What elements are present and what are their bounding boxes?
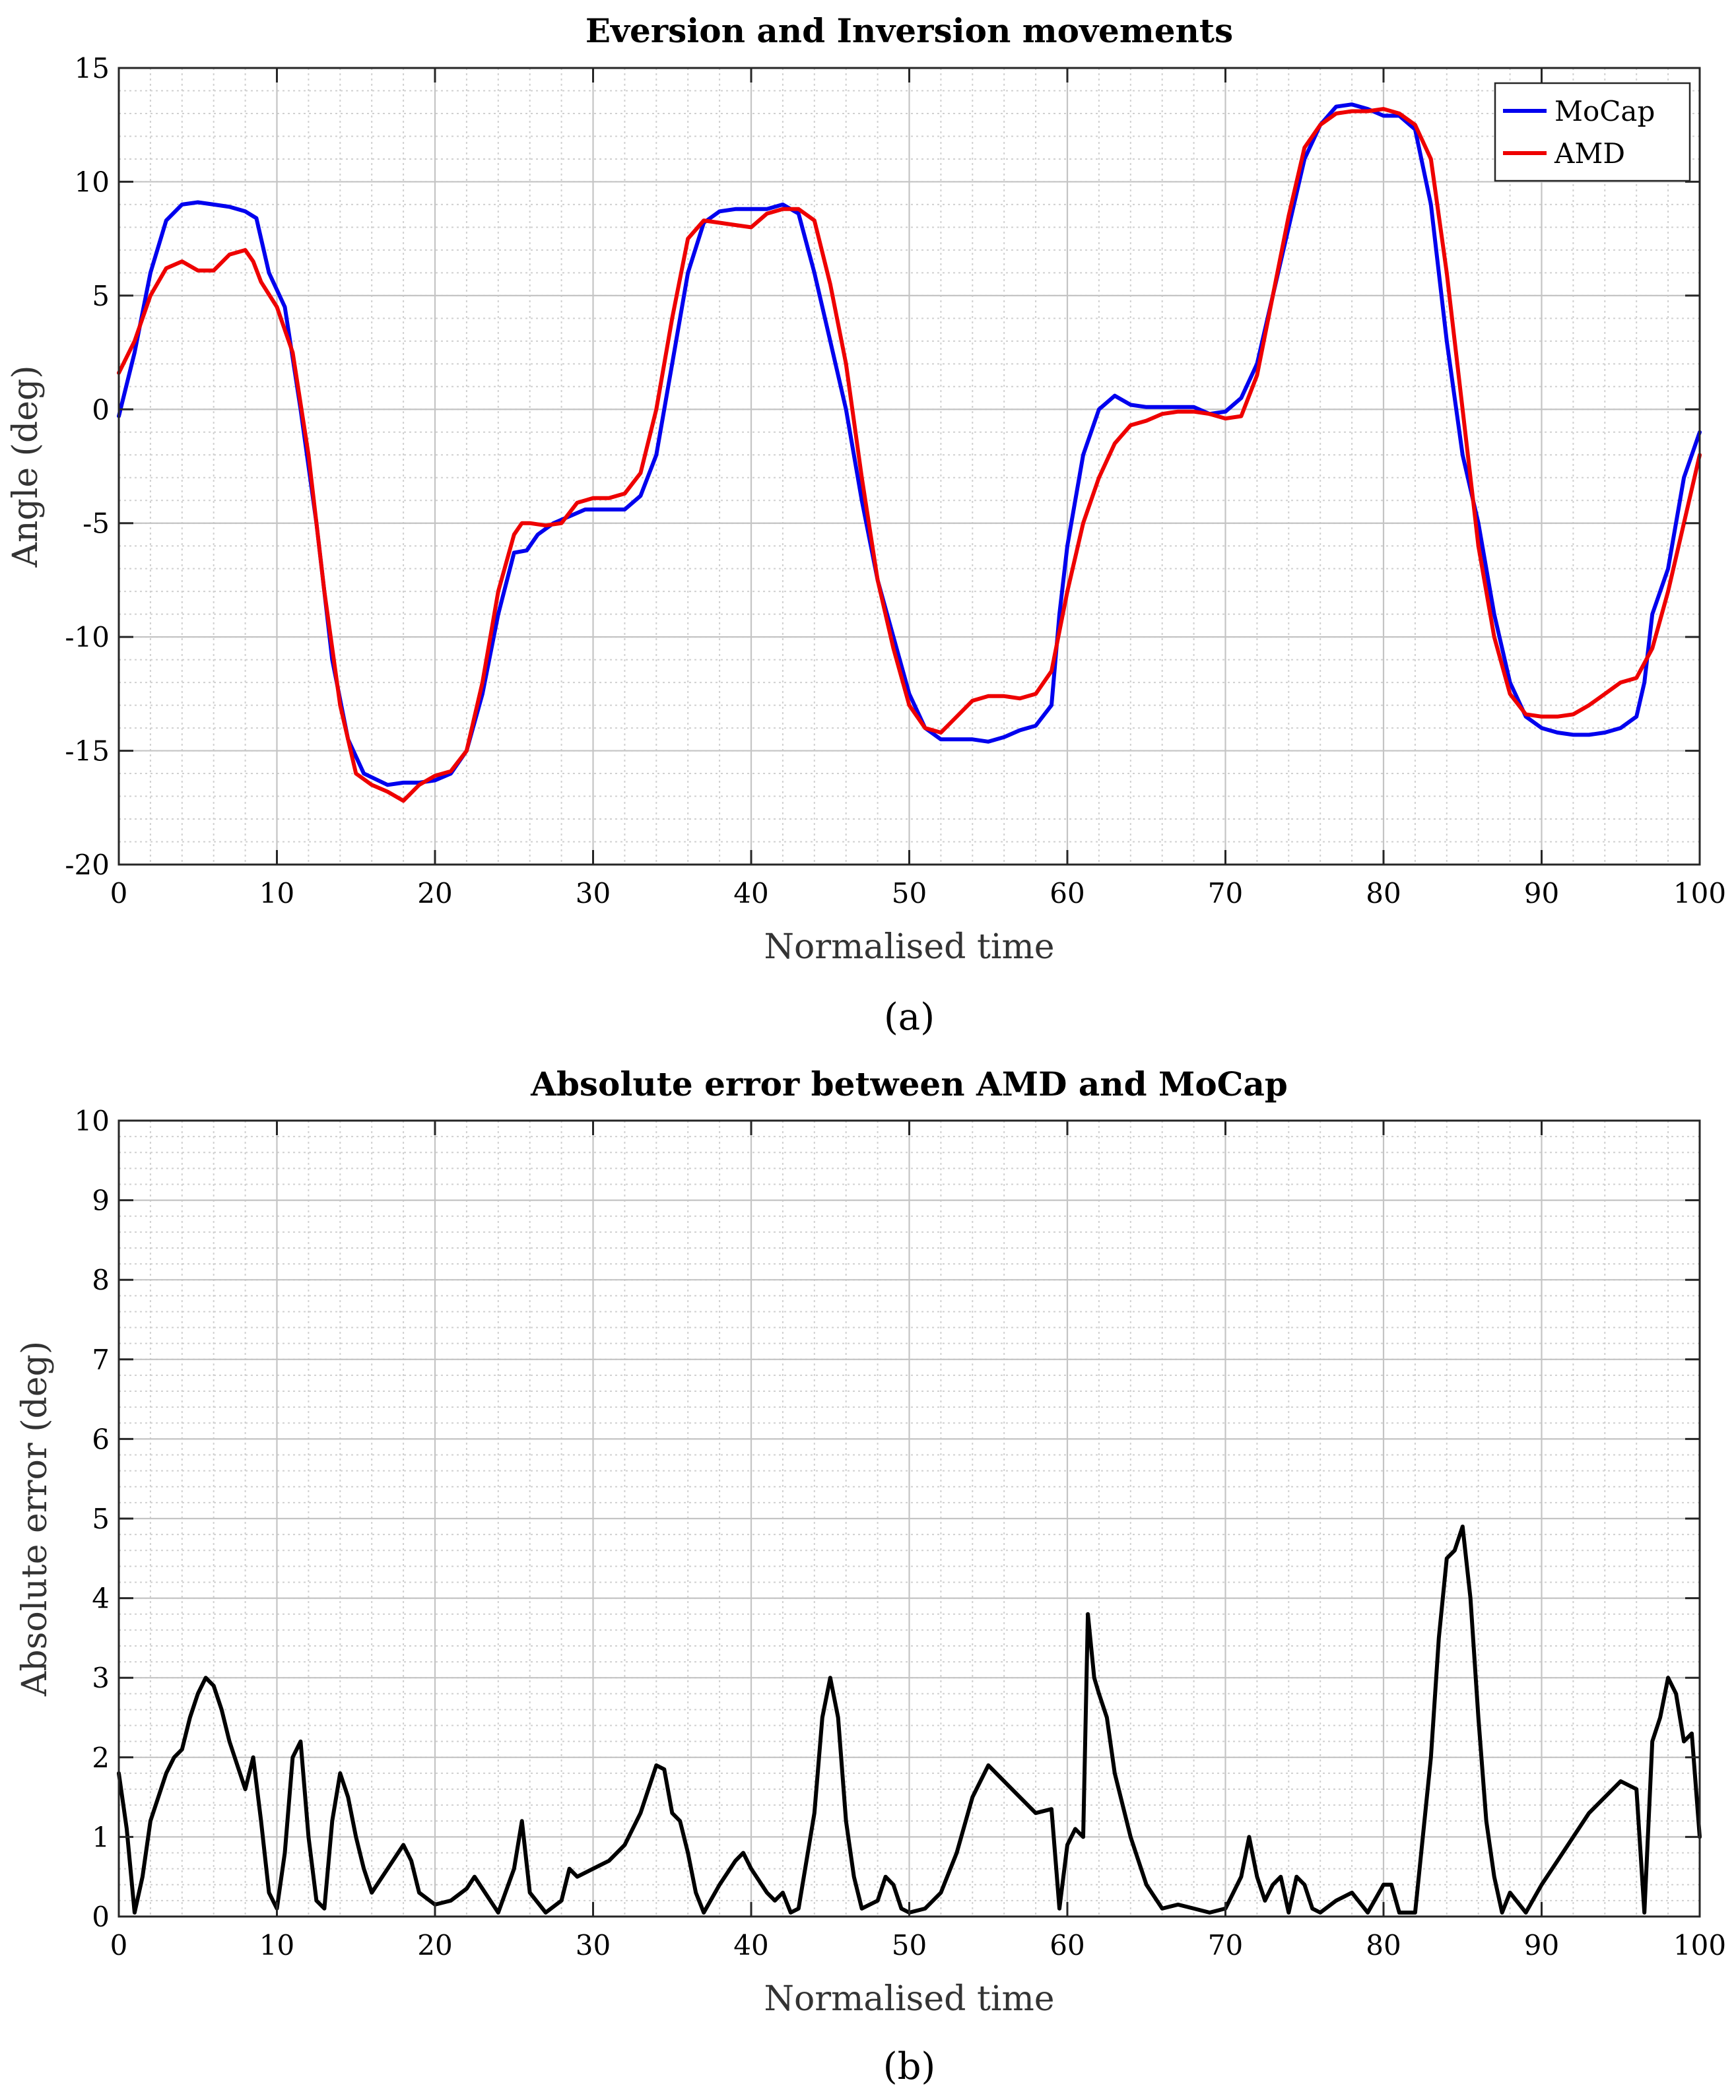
x-tick-label: 10 — [259, 1929, 294, 1961]
chart-title: Eversion and Inversion movements — [585, 11, 1233, 50]
x-tick-label: 100 — [1673, 877, 1726, 909]
legend-label-mocap: MoCap — [1554, 95, 1655, 127]
x-tick-label: 40 — [733, 1929, 768, 1961]
x-tick-label: 20 — [417, 877, 452, 909]
y-tick-label: 5 — [92, 280, 110, 312]
y-tick-label: 9 — [92, 1185, 110, 1217]
x-tick-label: 50 — [892, 877, 927, 909]
x-tick-label: 90 — [1524, 1929, 1559, 1961]
x-tick-label: 60 — [1050, 1929, 1085, 1961]
y-tick-label: 4 — [92, 1583, 110, 1615]
y-tick-label: 8 — [92, 1264, 110, 1296]
x-tick-label: 20 — [417, 1929, 452, 1961]
panel-caption: (b) — [883, 2045, 936, 2088]
y-tick-label: 10 — [75, 166, 110, 198]
x-tick-label: 30 — [576, 877, 611, 909]
y-tick-label: 2 — [92, 1742, 110, 1774]
y-tick-label: -5 — [83, 508, 110, 540]
x-tick-label: 100 — [1673, 1929, 1726, 1961]
chart-title: Absolute error between AMD and MoCap — [530, 1065, 1288, 1103]
x-tick-label: 90 — [1524, 877, 1559, 909]
y-tick-label: 15 — [75, 52, 110, 84]
y-tick-label: 0 — [92, 393, 110, 426]
x-tick-label: 10 — [259, 877, 294, 909]
y-tick-label: -20 — [65, 849, 110, 881]
y-axis-label: Absolute error (deg) — [15, 1341, 55, 1697]
x-tick-label: 80 — [1366, 1929, 1401, 1961]
x-axis-label: Normalised time — [764, 927, 1054, 967]
y-tick-label: 0 — [92, 1901, 110, 1933]
x-tick-label: 70 — [1208, 877, 1243, 909]
legend: MoCap AMD — [1494, 82, 1691, 182]
y-tick-label: -15 — [65, 735, 110, 768]
x-tick-label: 30 — [576, 1929, 611, 1961]
legend-label-amd: AMD — [1554, 137, 1625, 170]
legend-box — [1494, 82, 1691, 182]
x-tick-label: 40 — [733, 877, 768, 909]
series-line-amd — [117, 107, 1702, 803]
panel-a: 0 10 20 30 40 50 60 70 80 90 100 -20 -15 -10 -5 0 5 10 15 E… — [6, 11, 1726, 1039]
y-tick-label: 3 — [92, 1662, 110, 1694]
x-tick-label: 0 — [110, 1929, 128, 1961]
panel-b: 0 10 20 30 40 50 60 70 80 90 100 0 1 2 3 4 5 6 7 8 9 10 Absolu… — [15, 1065, 1726, 2088]
y-axis-label: Angle (deg) — [6, 365, 46, 568]
x-tick-label: 80 — [1366, 877, 1401, 909]
x-tick-label: 60 — [1050, 877, 1085, 909]
series-line-error — [117, 1525, 1702, 1915]
y-tick-label: 10 — [75, 1105, 110, 1137]
y-tick-label: 6 — [92, 1423, 110, 1455]
x-tick-label: 70 — [1208, 1929, 1243, 1961]
y-tick-label: 5 — [92, 1503, 110, 1535]
y-tick-label: -10 — [65, 621, 110, 653]
x-tick-label: 50 — [892, 1929, 927, 1961]
y-tick-label: 7 — [92, 1344, 110, 1376]
x-tick-label: 0 — [110, 877, 128, 909]
x-axis-label: Normalised time — [764, 1979, 1054, 2019]
y-tick-label: 1 — [92, 1821, 110, 1853]
panel-caption: (a) — [884, 996, 935, 1039]
